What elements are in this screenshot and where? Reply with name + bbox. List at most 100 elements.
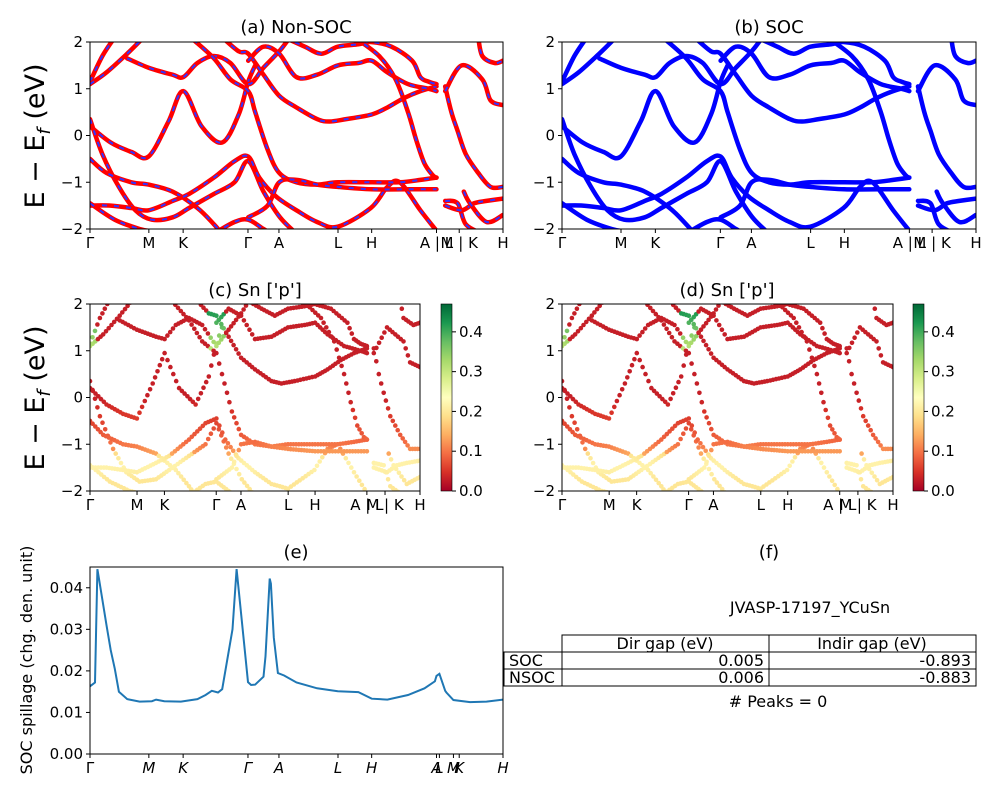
band-point	[139, 404, 145, 410]
band-point	[186, 318, 192, 323]
band-point	[650, 308, 656, 314]
band-point	[385, 406, 391, 411]
band-point	[689, 361, 694, 366]
band-point	[231, 415, 237, 420]
band-point	[211, 339, 216, 345]
band-point	[234, 420, 239, 426]
x-tick-label: L	[334, 759, 342, 777]
band-point	[244, 483, 250, 489]
band-point	[417, 364, 420, 370]
band-point	[231, 459, 237, 465]
x-tick-label: L	[334, 234, 343, 252]
x-tick-label: M | K	[913, 234, 952, 252]
band-point	[313, 310, 318, 316]
panel-c-colorbar	[440, 303, 453, 492]
row2-ylabel: E − Ef (eV)	[20, 325, 55, 470]
y-tick-label: 2	[545, 33, 555, 51]
band-point	[205, 331, 211, 336]
band-point	[830, 427, 835, 432]
x-tick-label: Γ	[86, 759, 95, 777]
y-tick-label: 0	[545, 127, 555, 145]
band-point	[203, 442, 208, 447]
band-point	[349, 465, 354, 470]
band-point	[622, 381, 628, 386]
band-point	[417, 446, 420, 452]
x-tick-label: M	[142, 234, 155, 252]
band-point	[92, 396, 98, 402]
band-point	[837, 343, 842, 349]
band-point	[890, 364, 893, 370]
panel-d-colorbar-ticks: 0.4 0.3 0.2 0.1 0.0	[924, 323, 955, 500]
band-point	[676, 308, 681, 313]
x-tick-label: H	[309, 496, 320, 514]
band-point	[221, 334, 226, 339]
band-point	[861, 457, 867, 462]
band-point	[852, 335, 857, 341]
band-point	[601, 489, 607, 491]
x-tick-label: Γ	[86, 496, 95, 514]
band-point	[678, 436, 683, 442]
band-point	[230, 448, 236, 454]
band-point	[701, 324, 706, 329]
band-point	[695, 437, 700, 442]
band-point	[243, 304, 249, 308]
band-point	[619, 387, 625, 392]
peaks-count: # Peaks = 0	[729, 692, 828, 711]
band-line-dashed	[90, 42, 141, 85]
x-tick-label: Γ	[684, 496, 693, 514]
band-point	[165, 333, 170, 338]
band-point	[247, 486, 252, 491]
band-point	[594, 306, 600, 312]
x-tick-label: H	[366, 759, 377, 777]
band-point	[668, 396, 673, 402]
x-tick-label: H	[497, 759, 508, 777]
x-tick-label: A	[430, 759, 441, 777]
y-tick-label: 1	[73, 80, 83, 98]
band-point	[637, 333, 642, 338]
band-point	[706, 453, 712, 459]
band-point	[399, 306, 405, 312]
x-tick-label: K	[650, 234, 661, 252]
row1-ylabel: E − Ef (eV)	[20, 63, 55, 208]
band-point	[858, 477, 864, 482]
band-point	[209, 363, 214, 368]
band-point	[381, 390, 387, 396]
band-point	[632, 356, 637, 362]
band-point	[97, 315, 103, 321]
band-point	[791, 315, 796, 321]
band-line-dashed	[247, 178, 437, 219]
band-point	[178, 308, 184, 314]
band-point	[234, 453, 239, 459]
band-point	[692, 371, 697, 377]
y-tick-label: −1	[533, 173, 555, 191]
band-point	[178, 474, 184, 479]
band-point	[675, 326, 680, 332]
band-point	[709, 447, 714, 453]
band-point	[874, 477, 880, 483]
band-point	[704, 415, 709, 420]
band-point	[662, 491, 667, 496]
band-point	[603, 297, 608, 302]
band-point	[208, 335, 213, 341]
band-point	[703, 342, 709, 348]
y-tick-label: 0.02	[50, 662, 83, 680]
band-point	[157, 362, 163, 368]
band-point	[706, 347, 711, 352]
band-point	[402, 439, 408, 445]
band-point	[643, 371, 648, 377]
band-point	[856, 398, 862, 403]
x-tick-label: L	[757, 496, 766, 514]
band-point	[719, 486, 725, 491]
band-point	[585, 451, 591, 456]
band-point	[202, 326, 208, 332]
band-point	[120, 310, 125, 315]
panel-f: (f) JVASP-17197_YCuSn Dir gap (eV) Indir…	[503, 542, 977, 711]
gap-table: Dir gap (eV) Indir gap (eV) SOC 0.005 -0…	[503, 634, 977, 687]
band-point	[321, 320, 326, 326]
band-point	[108, 297, 113, 302]
band-point	[645, 467, 651, 473]
band-point	[562, 378, 565, 384]
x-tick-label: A	[273, 759, 284, 777]
x-tick-label: Γ	[212, 496, 221, 514]
